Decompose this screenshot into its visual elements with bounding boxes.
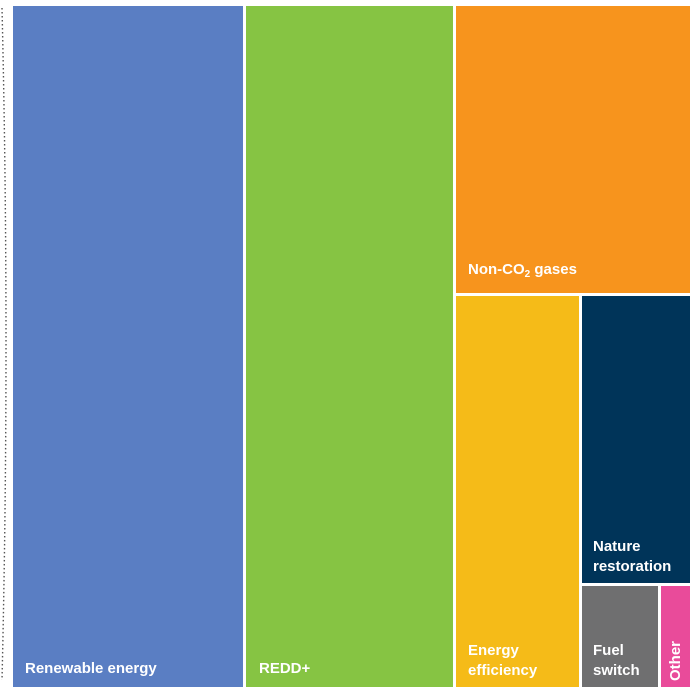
tile-label: Non-CO2 gases	[468, 260, 577, 285]
tile-label: Energy efficiency	[468, 641, 537, 681]
label-subscript: 2	[524, 269, 531, 280]
label-line-1: Fuel	[593, 642, 624, 659]
tile-nature-restoration: Nature restoration	[582, 296, 690, 583]
label-rest: gases	[530, 261, 577, 278]
tile-label: Nature restoration	[593, 537, 671, 577]
tile-fuel-switch: Fuel switch	[582, 586, 658, 687]
tile-label: REDD+	[259, 660, 311, 677]
tile-redd-plus: REDD+	[246, 6, 453, 687]
tile-energy-efficiency: Energy efficiency	[456, 296, 579, 687]
tile-label: Other	[667, 640, 684, 681]
tile-other: Other	[661, 586, 690, 687]
label-line-1: Energy	[468, 642, 519, 659]
label-line-2: restoration	[593, 558, 672, 575]
left-edge-dotted-line	[1, 7, 7, 681]
tile-renewable-energy: Renewable energy	[13, 6, 243, 687]
label-line-1: Nature	[593, 538, 641, 555]
tile-label: Fuel switch	[593, 641, 640, 681]
label-main: Non-CO	[468, 261, 525, 278]
label-line-2: efficiency	[468, 662, 538, 679]
tile-label: Renewable energy	[25, 660, 157, 677]
label-line-2: switch	[593, 662, 640, 679]
tile-non-co2-gases: Non-CO2 gases	[456, 6, 690, 293]
